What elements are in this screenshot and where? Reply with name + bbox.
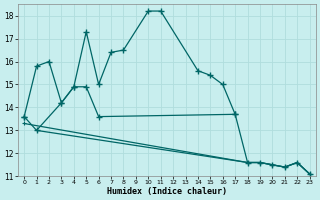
X-axis label: Humidex (Indice chaleur): Humidex (Indice chaleur) [107,187,227,196]
